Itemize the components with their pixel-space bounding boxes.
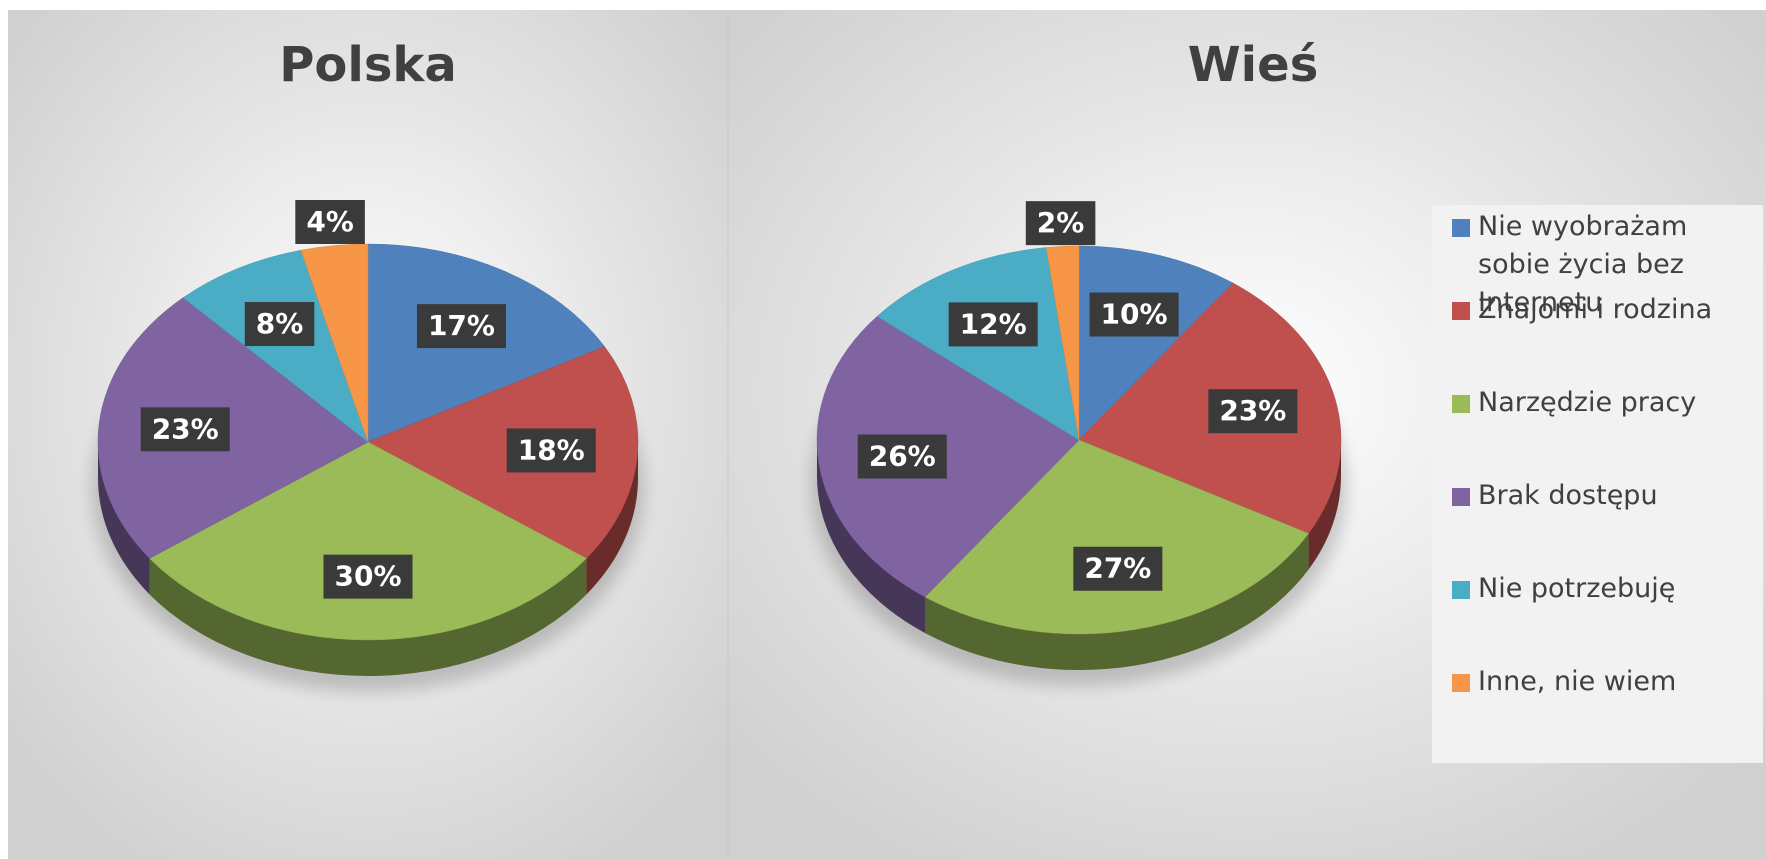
data-label: 10% <box>1089 292 1179 337</box>
data-label-box <box>857 434 947 479</box>
data-label-text: 4% <box>306 205 354 238</box>
data-label: 26% <box>857 434 947 479</box>
data-label: 2% <box>1025 201 1096 246</box>
data-label-box <box>140 407 230 452</box>
data-label-box <box>506 428 596 473</box>
data-label-box <box>323 554 413 599</box>
data-label-box <box>416 304 506 349</box>
data-label: 23% <box>140 407 230 452</box>
pie-slice <box>182 249 369 443</box>
data-label-box <box>1073 546 1163 591</box>
pie-slice <box>816 316 1080 598</box>
pie-side <box>586 442 638 595</box>
data-label: 17% <box>416 304 506 349</box>
pie-slice <box>1045 245 1080 441</box>
data-label-text: 12% <box>960 307 1027 340</box>
data-label-box <box>948 302 1038 347</box>
legend-swatch <box>1452 488 1470 506</box>
legend: Nie wyobrażam sobie życia bez Internetu Z… <box>1432 205 1763 763</box>
data-label: 8% <box>244 302 315 347</box>
data-label-text: 26% <box>869 440 936 473</box>
data-label-box <box>1025 201 1096 246</box>
pie-side <box>98 442 150 595</box>
data-label: 12% <box>948 302 1038 347</box>
legend-label: Inne, nie wiem <box>1478 666 1677 697</box>
legend-label: Narzędzie pracy <box>1478 387 1697 418</box>
legend-swatch <box>1452 219 1470 237</box>
legend-item: Brak dostępu <box>1452 477 1756 515</box>
data-label-text: 10% <box>1101 298 1168 331</box>
pie-side <box>149 558 587 677</box>
pie-slice <box>300 243 369 443</box>
data-label-text: 23% <box>152 412 219 445</box>
pie-slice <box>97 297 369 559</box>
legend-label: Brak dostępu <box>1478 480 1658 511</box>
data-label-box <box>1208 389 1298 434</box>
chart-title: Polska <box>279 37 457 93</box>
legend-swatch <box>1452 674 1470 692</box>
data-label-box <box>1089 292 1179 337</box>
pie-side <box>925 533 1309 670</box>
legend-item: Narzędzie pracy <box>1452 384 1756 422</box>
data-label-text: 17% <box>428 309 495 342</box>
legend-item: Inne, nie wiem <box>1452 663 1756 701</box>
pie-slice <box>924 439 1309 635</box>
legend-item: Znajomi i rodzina <box>1452 291 1756 329</box>
pie-side <box>817 440 926 633</box>
data-label: 30% <box>323 554 413 599</box>
legend-item: Nie potrzebuję <box>1452 570 1756 608</box>
legend-swatch <box>1452 395 1470 413</box>
legend-label: Nie potrzebuję <box>1478 573 1676 604</box>
data-label-text: 8% <box>256 307 304 340</box>
legend-label: Nie wyobrażam sobie życia bez Internetu <box>1478 211 1688 318</box>
data-label: 4% <box>295 199 365 244</box>
legend-swatch <box>1452 581 1470 599</box>
data-label: 27% <box>1073 546 1163 591</box>
pie-slice <box>149 441 587 641</box>
legend-item: Nie wyobrażam sobie życia bez Internetu <box>1452 208 1756 322</box>
data-label-text: 27% <box>1084 552 1151 585</box>
legend-label: Znajomi i rodzina <box>1478 294 1713 325</box>
data-label-box <box>244 302 315 347</box>
data-label-text: 2% <box>1037 206 1085 239</box>
data-label-box <box>295 199 365 244</box>
data-label: 23% <box>1208 389 1298 434</box>
data-label-text: 18% <box>518 433 585 466</box>
data-label-text: 30% <box>334 560 401 593</box>
pie-slice <box>367 346 639 559</box>
chart-title: Wieś <box>1188 37 1319 93</box>
legend-swatch <box>1452 302 1470 320</box>
data-label: 18% <box>506 428 596 473</box>
pie-side <box>1308 440 1341 570</box>
data-label-text: 23% <box>1219 394 1286 427</box>
